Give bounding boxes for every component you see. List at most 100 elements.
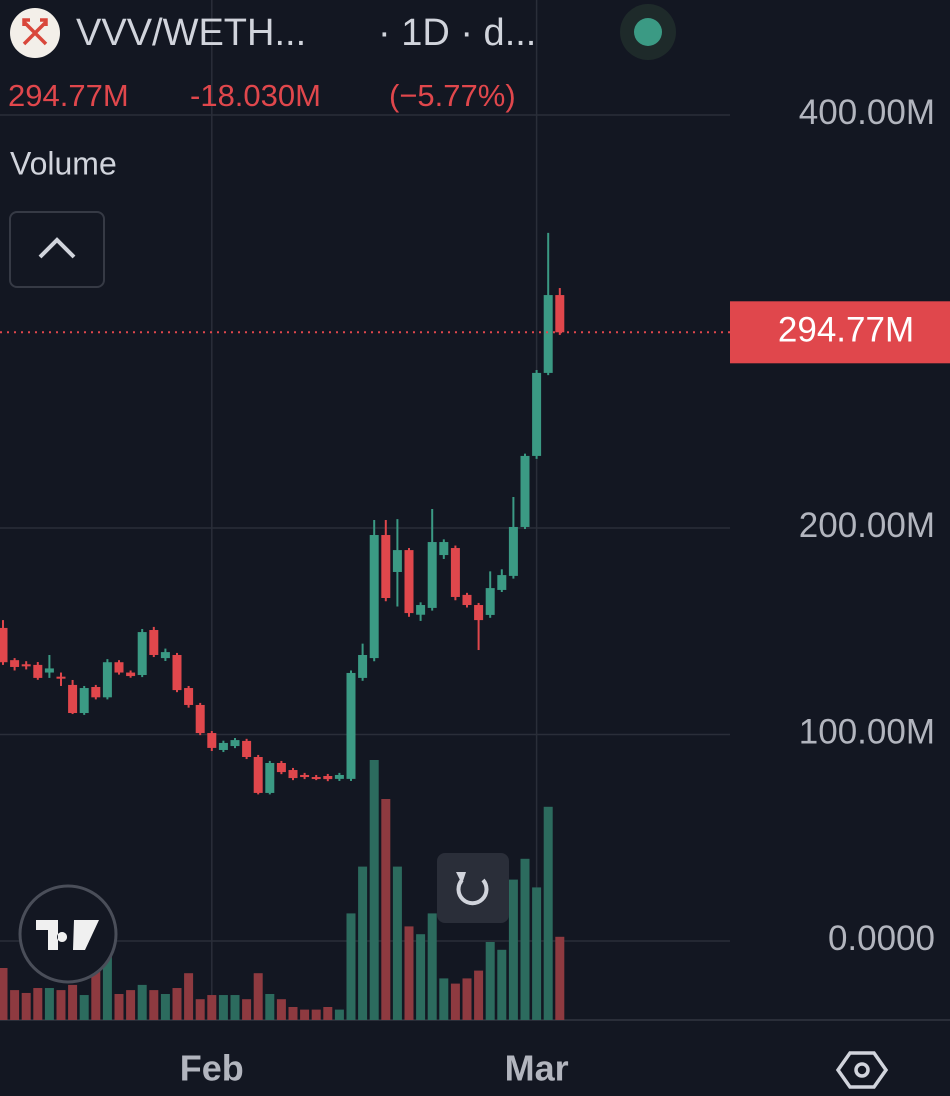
symbol-interval: · 1D · d... xyxy=(378,12,536,54)
volume-bar xyxy=(439,978,449,1020)
candle-body xyxy=(485,588,495,615)
volume-bar xyxy=(184,973,194,1020)
candle-body xyxy=(10,660,20,667)
candle-body xyxy=(114,662,124,673)
volume-bar xyxy=(334,1009,344,1020)
volume-bar xyxy=(520,858,530,1020)
candle-body xyxy=(404,550,414,614)
candle-body xyxy=(508,526,518,576)
volume-bar xyxy=(242,999,252,1020)
candle-body xyxy=(555,295,565,333)
price-change-pct: (−5.77%) xyxy=(389,78,516,113)
candle-body xyxy=(543,295,553,373)
candle-body xyxy=(253,757,263,793)
volume-bar xyxy=(474,970,484,1020)
reset-button[interactable] xyxy=(437,853,509,923)
volume-bar xyxy=(323,1007,333,1020)
volume-bar xyxy=(346,913,356,1020)
volume-bar xyxy=(68,984,78,1020)
volume-bar xyxy=(0,968,8,1020)
status-dot xyxy=(634,18,662,46)
volume-bar xyxy=(369,760,379,1020)
volume-bar xyxy=(462,978,472,1020)
y-tick-label: 0.0000 xyxy=(828,919,935,958)
candle-body xyxy=(21,664,31,667)
symbol-title: VVV/WETH... xyxy=(76,12,306,54)
candle-body xyxy=(265,762,275,793)
volume-bar xyxy=(218,995,228,1020)
candle-body xyxy=(300,774,310,778)
volume-bar xyxy=(265,994,275,1020)
volume-bar xyxy=(555,936,565,1020)
volume-bar xyxy=(485,942,495,1020)
candle-body xyxy=(102,662,112,698)
candle-body xyxy=(33,664,43,678)
volume-bar xyxy=(79,995,89,1020)
reset-icon xyxy=(456,878,489,906)
volume-bar xyxy=(230,995,240,1020)
volume-bar xyxy=(427,913,437,1020)
volume-bar xyxy=(44,988,54,1020)
candle-body xyxy=(427,542,437,608)
candle-body xyxy=(323,776,333,780)
volume-bar xyxy=(207,995,217,1020)
volume-bar xyxy=(160,994,170,1020)
candle-body xyxy=(369,535,379,659)
volume-bar xyxy=(253,973,263,1020)
candle-body xyxy=(450,548,460,597)
candle-body xyxy=(381,535,391,598)
price-change: -18.030M xyxy=(190,78,321,113)
volume-bar xyxy=(195,999,205,1020)
tv-logo[interactable] xyxy=(18,884,118,984)
collapse-button[interactable] xyxy=(9,211,105,288)
candle-body xyxy=(358,654,368,678)
last-price: 294.77M xyxy=(8,78,129,113)
candle-body xyxy=(184,688,194,705)
candle-body xyxy=(462,594,472,606)
candle-body xyxy=(520,455,530,527)
candle-body xyxy=(137,632,147,676)
volume-bar xyxy=(300,1009,310,1020)
candle-body xyxy=(288,770,298,779)
volume-bar xyxy=(450,983,460,1020)
volume-bar xyxy=(114,994,124,1020)
volume-legend: Volume xyxy=(10,145,117,181)
volume-bar xyxy=(358,866,368,1020)
y-tick-label: 100.00M xyxy=(799,713,935,752)
x-tick-label: Mar xyxy=(505,1048,569,1089)
volume-bar xyxy=(126,990,136,1020)
volume-bar xyxy=(497,949,507,1020)
candle-body xyxy=(497,575,507,590)
volume-bar xyxy=(56,990,66,1020)
collapse-icon xyxy=(38,237,76,259)
volume-bar xyxy=(508,879,518,1020)
candle-body xyxy=(91,687,101,698)
candle-body xyxy=(207,733,217,748)
candle-body xyxy=(126,672,136,677)
settings-button[interactable] xyxy=(835,1051,889,1089)
volume-bar xyxy=(532,887,542,1020)
volume-bar xyxy=(102,945,112,1020)
candle-body xyxy=(346,672,356,779)
candle-body xyxy=(172,654,182,691)
candle-body xyxy=(474,605,484,621)
candle-body xyxy=(0,627,8,663)
candle-body xyxy=(276,762,286,773)
last-price-box xyxy=(730,301,950,364)
volume-bar xyxy=(137,984,147,1020)
candle-body xyxy=(160,652,170,659)
candle-body xyxy=(79,688,89,714)
candle-body xyxy=(149,630,159,655)
volume-bar xyxy=(543,806,553,1020)
token-logo-icon xyxy=(22,18,48,46)
settings-icon xyxy=(854,1062,870,1078)
volume-bar xyxy=(21,992,31,1020)
candle-body xyxy=(56,676,66,679)
candle-body xyxy=(392,550,402,572)
volume-bar xyxy=(288,1007,298,1020)
plot-area xyxy=(0,0,950,1021)
volume-bar xyxy=(91,965,101,1020)
candle-body xyxy=(334,774,344,779)
